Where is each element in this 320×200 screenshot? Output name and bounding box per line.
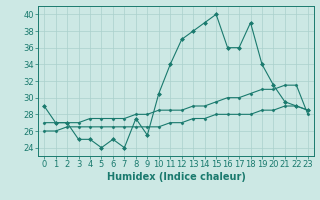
X-axis label: Humidex (Indice chaleur): Humidex (Indice chaleur) (107, 172, 245, 182)
